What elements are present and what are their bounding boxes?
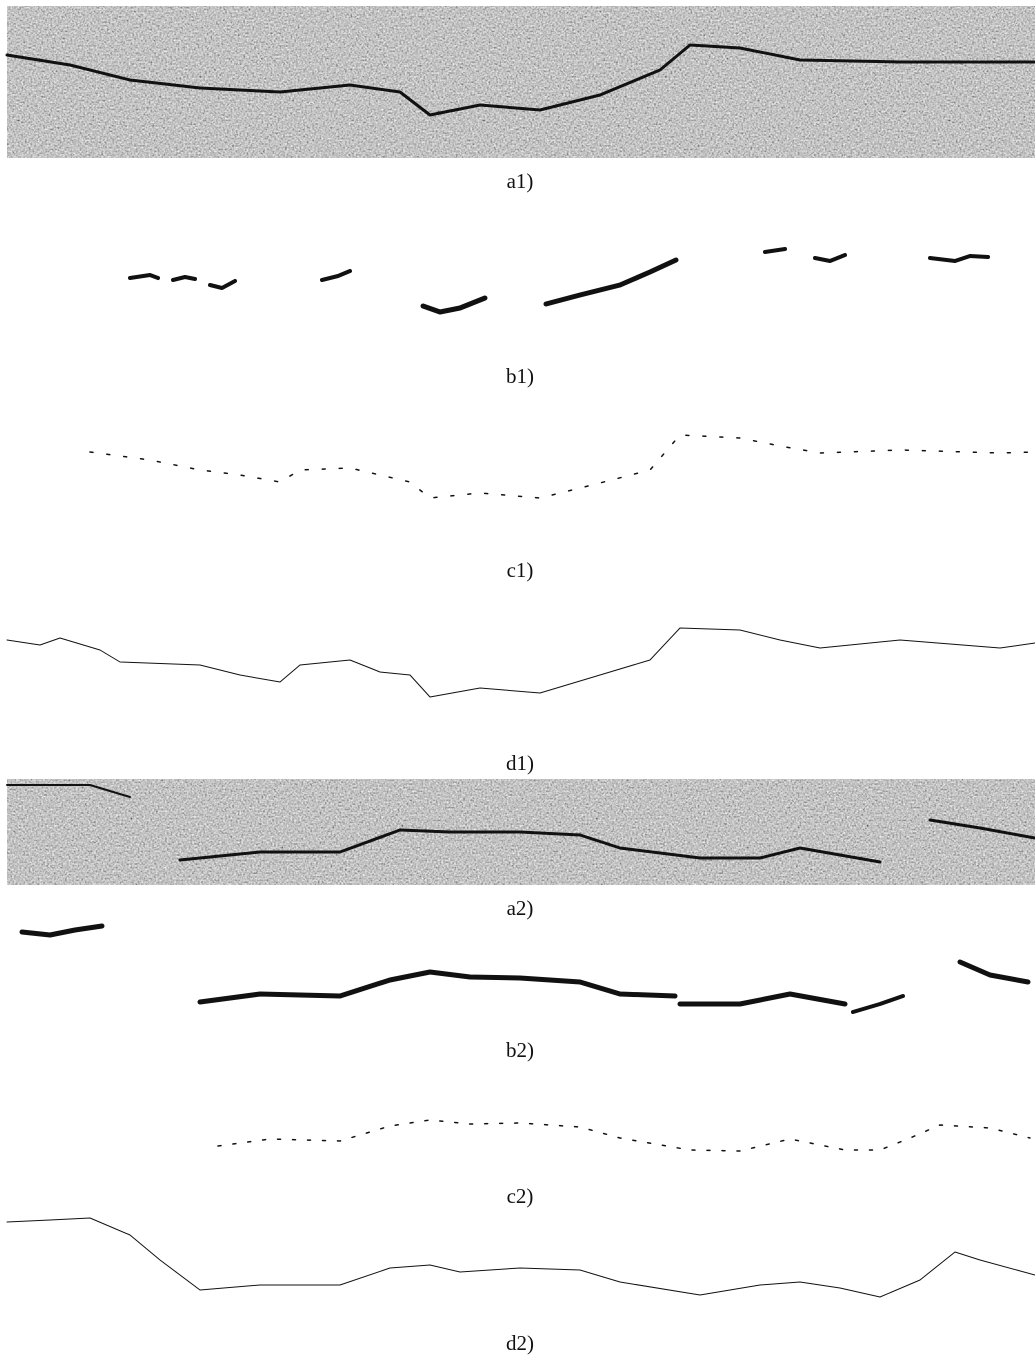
panel-label: b2)	[506, 1038, 534, 1062]
ground-truth	[7, 628, 1035, 697]
page: a1) b1) c1) d1) a2) b2) c2) d2) (() => {…	[0, 0, 1035, 1359]
panel-label: d1)	[506, 751, 534, 775]
panel-label: c1)	[507, 558, 534, 582]
asphalt-image	[7, 6, 1035, 158]
panel-label: a1)	[507, 169, 534, 193]
panel-label: a2)	[507, 896, 534, 920]
panel-label: b1)	[506, 364, 534, 388]
panel-label: c2)	[507, 1184, 534, 1208]
segmentation	[22, 926, 1028, 1012]
segmentation	[130, 249, 988, 312]
skeleton	[218, 1120, 1030, 1151]
skeleton	[90, 435, 1035, 498]
figure: a1) b1) c1) d1) a2) b2) c2) d2)	[0, 0, 1035, 1359]
panel-label: d2)	[506, 1331, 534, 1355]
ground-truth	[7, 1218, 1035, 1297]
